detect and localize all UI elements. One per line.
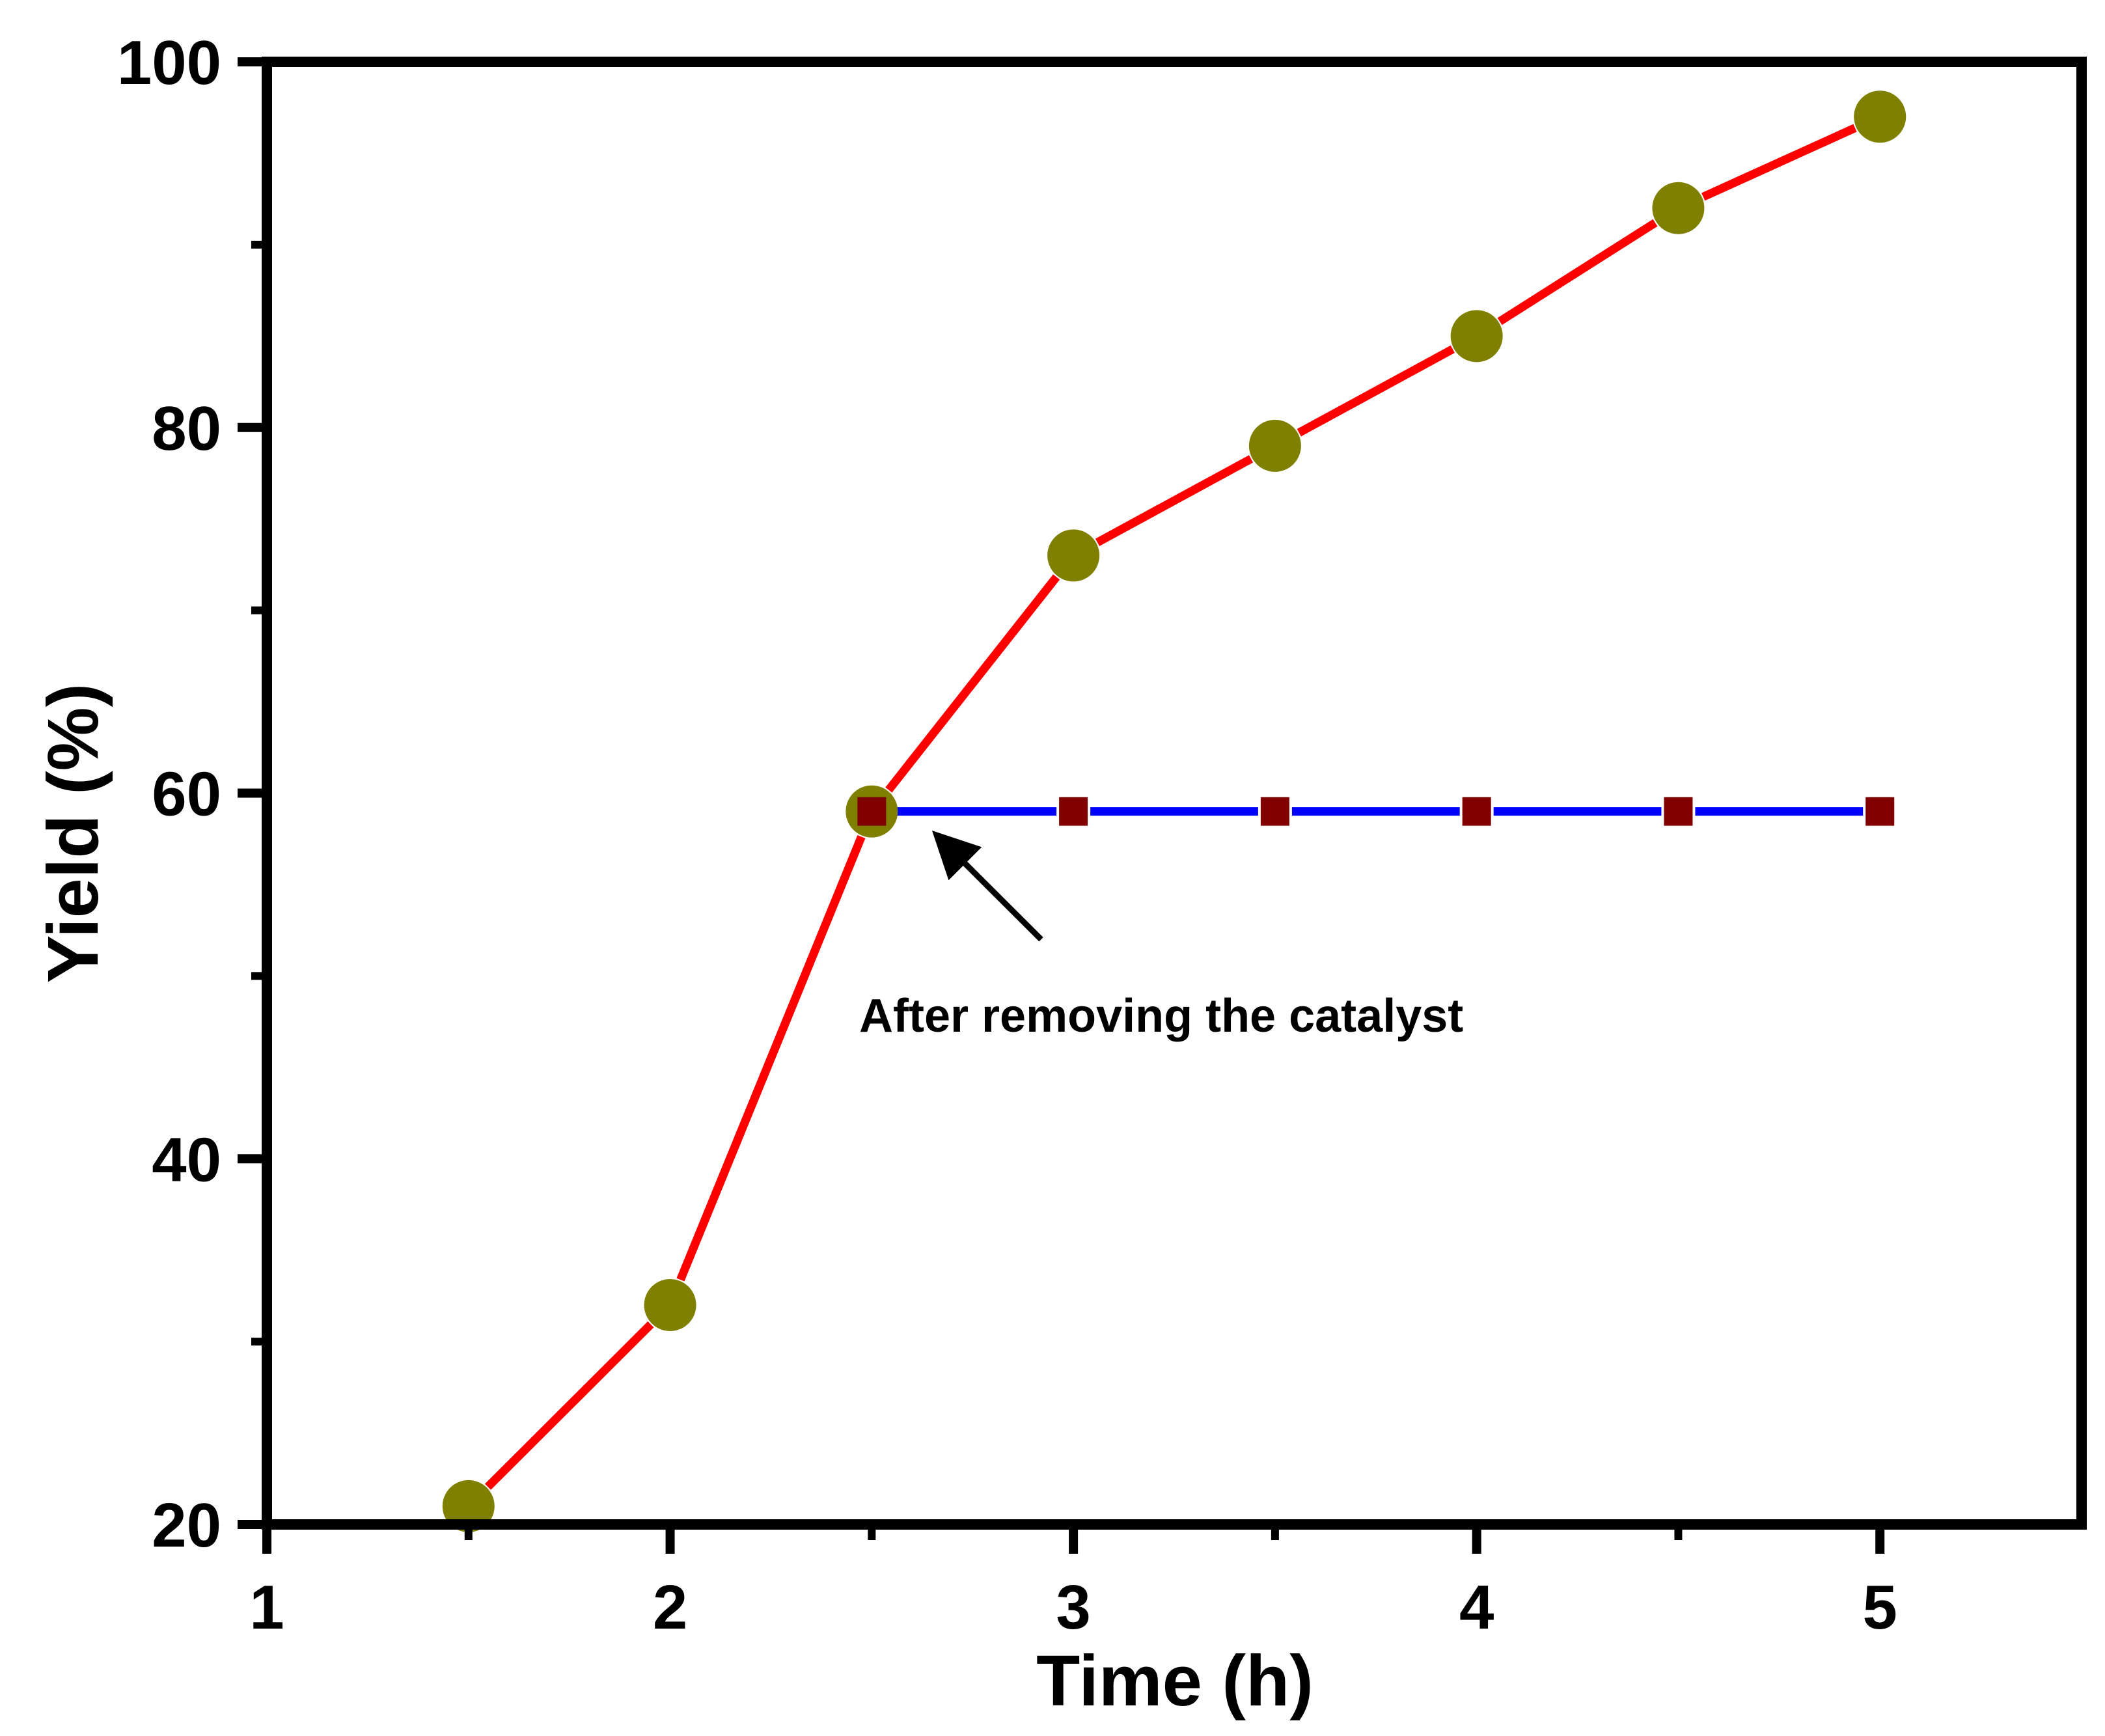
y-tick-label: 80 — [152, 394, 221, 463]
series-0-segment — [885, 574, 1060, 793]
series-0-point — [442, 1480, 495, 1532]
series-1-point — [1865, 797, 1895, 826]
x-tick-label: 1 — [249, 1573, 284, 1642]
series-0-segment — [676, 835, 866, 1282]
series-0-segment — [1701, 124, 1857, 201]
series-0-point — [1248, 419, 1301, 472]
plot-frame — [262, 57, 2087, 1530]
x-tick-label: 2 — [653, 1573, 687, 1642]
series-1-point — [1059, 797, 1088, 826]
series-0-segment — [484, 1321, 654, 1490]
series-0-point — [644, 1278, 696, 1331]
series-0-point — [1047, 529, 1100, 582]
series-0-segment — [1497, 219, 1658, 325]
series-1-point — [1462, 797, 1491, 826]
x-tick-label: 4 — [1459, 1573, 1494, 1642]
series-0-segment — [1095, 455, 1254, 547]
series-0-segment — [1297, 345, 1455, 437]
x-tick-label: 3 — [1056, 1573, 1090, 1642]
series-1-point — [1664, 797, 1693, 826]
series-1-point — [1260, 797, 1289, 826]
x-tick-label: 5 — [1863, 1573, 1897, 1642]
annotation-label: After removing the catalyst — [859, 990, 1463, 1042]
series-0-point — [1450, 310, 1503, 363]
x-axis-title: Time (h) — [1036, 1641, 1314, 1721]
series-0-point — [1854, 90, 1906, 143]
y-tick-label: 60 — [152, 760, 221, 829]
series-0-point — [1652, 182, 1705, 234]
y-tick-label: 100 — [117, 28, 221, 98]
y-tick-label: 40 — [152, 1125, 221, 1194]
y-axis-title: Yield (%) — [33, 683, 113, 983]
y-tick-label: 20 — [152, 1491, 221, 1560]
series-1-point — [857, 797, 887, 826]
annotation-arrow — [931, 831, 1043, 942]
